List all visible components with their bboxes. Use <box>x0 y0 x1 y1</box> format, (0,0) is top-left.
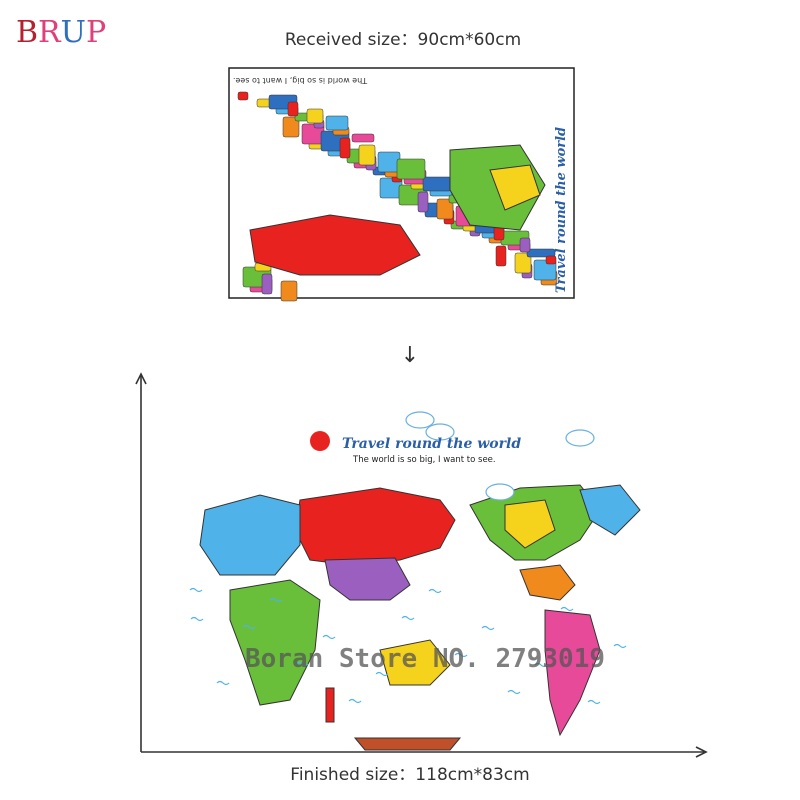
map-patch <box>306 108 324 124</box>
continent <box>324 557 411 601</box>
large-map-subtitle: The world is so big, I want to see. <box>352 455 496 465</box>
wave <box>534 662 548 668</box>
brand-letter: B <box>16 15 38 50</box>
continent <box>544 609 601 737</box>
small-map-shapes <box>237 91 558 302</box>
cloud <box>405 411 435 429</box>
wave <box>428 588 442 594</box>
continent <box>504 499 556 549</box>
wave <box>216 680 230 686</box>
axis-arrowhead <box>695 746 708 758</box>
wave <box>560 606 574 612</box>
wave <box>507 689 521 695</box>
map-patch <box>495 245 507 267</box>
map-patch <box>287 101 299 117</box>
cloud <box>425 423 455 441</box>
map-patch <box>533 259 557 281</box>
finished-size: Finished size：118cm*83cm <box>290 765 529 785</box>
wave <box>189 587 203 593</box>
map-patch <box>339 137 351 159</box>
map-patch <box>526 248 556 258</box>
brand-letter: R <box>38 15 62 50</box>
map-patch <box>514 252 532 274</box>
wave <box>375 671 389 677</box>
map-patch <box>436 198 454 220</box>
wave <box>322 634 336 640</box>
wave <box>613 643 627 649</box>
large-map-shapes <box>189 411 641 751</box>
continent <box>294 487 456 566</box>
map-patch <box>261 273 273 295</box>
small-map-subtitle: The world is so big, I want to see. <box>233 76 368 85</box>
continent <box>249 214 421 276</box>
large-map: Travel round the world The world is so b… <box>189 411 641 751</box>
map-patch <box>280 280 298 302</box>
brand-letter: U <box>61 15 86 50</box>
dimension-axes <box>135 372 708 758</box>
continent <box>229 579 321 706</box>
continent <box>379 639 451 686</box>
continent <box>199 494 301 576</box>
map-patch <box>519 237 531 253</box>
map-patch <box>237 91 249 101</box>
lighthouse <box>325 687 335 723</box>
brand-letter: P <box>86 15 106 50</box>
arrow: ↓ <box>401 343 419 368</box>
small-map: Travel round the world The world is so b… <box>228 67 575 302</box>
map-patch <box>325 115 349 131</box>
wave <box>295 661 309 667</box>
axis-arrowhead <box>135 372 147 385</box>
wave <box>401 615 415 621</box>
map-patch <box>377 151 401 173</box>
sun <box>310 431 330 451</box>
continent <box>579 484 641 536</box>
brand: BRUP <box>16 15 106 50</box>
continent <box>519 564 576 601</box>
map-patch <box>545 255 557 265</box>
small-map-title: Travel round the world <box>554 127 569 293</box>
wave <box>587 699 601 705</box>
wave <box>481 625 495 631</box>
continent <box>489 164 541 211</box>
map-patch <box>358 144 376 166</box>
map-patch <box>351 133 375 143</box>
wave <box>454 652 468 658</box>
ship <box>353 737 462 751</box>
wave <box>242 624 256 630</box>
wave <box>269 597 283 603</box>
wave <box>348 698 362 704</box>
watermark: Boran Store NO. 2793019 <box>245 644 605 674</box>
cloud <box>485 483 515 501</box>
large-map-title: Travel round the world <box>342 436 521 452</box>
map-patch <box>396 158 426 180</box>
map-patch <box>422 176 452 192</box>
map-patch <box>282 116 300 138</box>
received-size: Received size：90cm*60cm <box>285 30 521 50</box>
cloud <box>565 429 595 447</box>
map-patch <box>417 191 429 213</box>
wave <box>190 616 204 622</box>
